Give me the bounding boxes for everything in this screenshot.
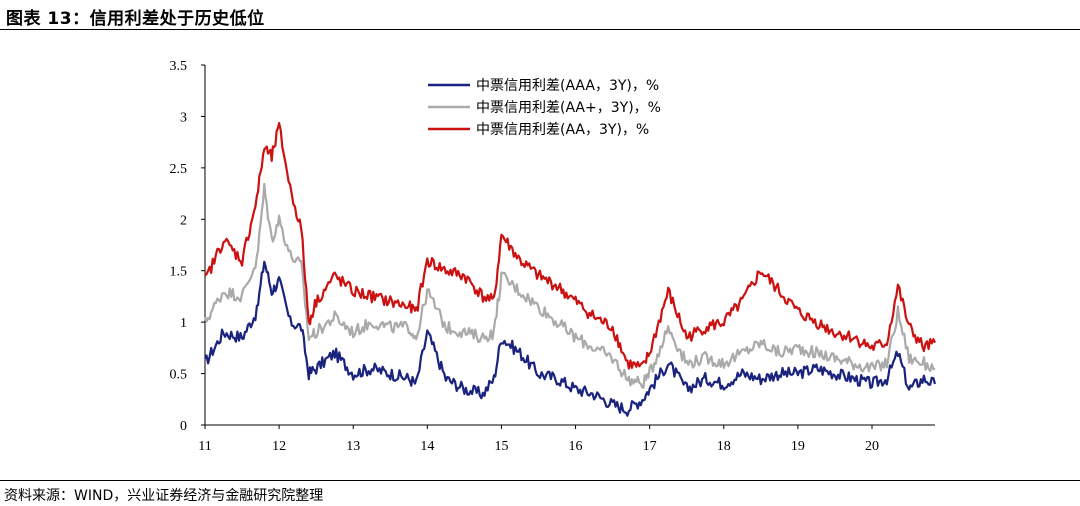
- x-tick-label: 11: [198, 439, 211, 454]
- page-title: 图表 13：信用利差处于历史低位: [6, 9, 265, 29]
- chart-legend: 中票信用利差(AAA，3Y)，% 中票信用利差(AA+，3Y)，% 中票信用利差(A…: [428, 78, 661, 138]
- x-tick-label: 19: [791, 439, 805, 454]
- x-tick-label: 18: [717, 439, 731, 454]
- x-tick-label: 13: [346, 439, 360, 454]
- series-line-1: [203, 182, 936, 389]
- series-line-2: [204, 122, 937, 370]
- legend-label-2: 中票信用利差(AA，3Y)，%: [476, 122, 649, 138]
- source-note: 资料来源：WIND，兴业证券经济与金融研究院整理: [4, 488, 324, 504]
- chart-axes: 0 0.5 1 1.5 2 2.5 3 3.5 11 12 13 14 15 16 17 18 19 20: [170, 59, 935, 454]
- y-tick-label: 3: [180, 110, 187, 125]
- x-tick-label: 20: [865, 439, 879, 454]
- x-tick-label: 15: [494, 439, 508, 454]
- legend-label-1: 中票信用利差(AA+，3Y)，%: [476, 100, 661, 116]
- x-tick-label: 12: [272, 439, 286, 454]
- legend-label-0: 中票信用利差(AAA，3Y)，%: [476, 78, 659, 94]
- series-line-0: [204, 260, 937, 417]
- y-tick-label: 2: [180, 213, 187, 228]
- y-tick-label: 0: [180, 419, 187, 434]
- x-tick-label: 16: [569, 439, 583, 454]
- x-tick-label: 14: [420, 439, 434, 454]
- y-tick-label: 0.5: [170, 368, 188, 383]
- chart-series: [203, 122, 937, 417]
- title-divider: [0, 29, 1080, 30]
- y-tick-label: 1.5: [170, 265, 188, 280]
- y-tick-label: 2.5: [170, 162, 188, 177]
- source-divider: [0, 480, 1080, 481]
- y-tick-label: 3.5: [170, 59, 188, 74]
- x-tick-label: 17: [643, 439, 657, 454]
- y-tick-label: 1: [180, 316, 187, 331]
